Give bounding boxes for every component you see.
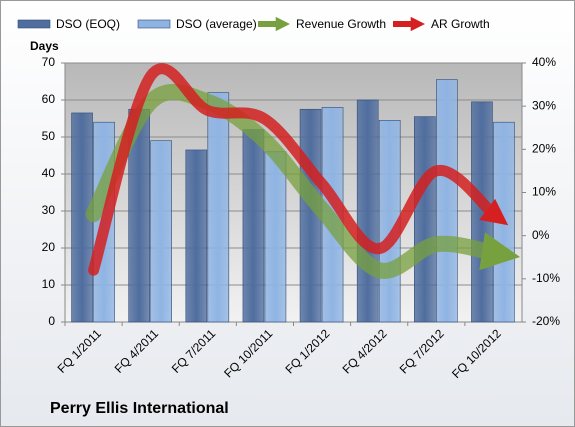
legend-label: DSO (average) xyxy=(176,17,257,31)
y-tick-label: 10 xyxy=(42,277,56,291)
y2-tick-label: 20% xyxy=(532,142,556,156)
bar xyxy=(150,140,172,323)
y-tick-label: 40 xyxy=(42,166,56,180)
y-axis-label: Days xyxy=(30,39,59,53)
bar xyxy=(356,99,379,323)
legend-swatch xyxy=(137,19,171,29)
legend-label: AR Growth xyxy=(431,17,490,31)
y2-tick-label: 40% xyxy=(532,55,556,69)
legend-label: DSO (EOQ) xyxy=(56,17,120,31)
y-tick-label: 0 xyxy=(48,314,55,328)
bar xyxy=(264,151,287,323)
y-tick-label: 50 xyxy=(42,129,56,143)
y2-tick-label: 10% xyxy=(532,185,556,199)
bar xyxy=(207,92,230,323)
y2-tick-label: 30% xyxy=(532,98,556,112)
bar xyxy=(185,149,208,323)
legend-label: Revenue Growth xyxy=(296,17,386,31)
y2-tick-label: 0% xyxy=(532,228,550,242)
y-tick-label: 30 xyxy=(42,203,56,217)
legend-swatch xyxy=(17,19,51,29)
y-tick-label: 60 xyxy=(42,92,56,106)
chart-title: Perry Ellis International xyxy=(50,400,229,417)
bar xyxy=(493,121,515,323)
line-series xyxy=(88,63,509,276)
y-tick-label: 70 xyxy=(42,55,56,69)
y-tick-label: 20 xyxy=(42,240,56,254)
bar xyxy=(242,129,265,323)
bar xyxy=(414,116,436,323)
line-series xyxy=(85,84,521,279)
bar xyxy=(436,79,458,323)
y2-tick-label: -10% xyxy=(532,271,560,285)
y2-tick-label: -20% xyxy=(532,314,560,328)
